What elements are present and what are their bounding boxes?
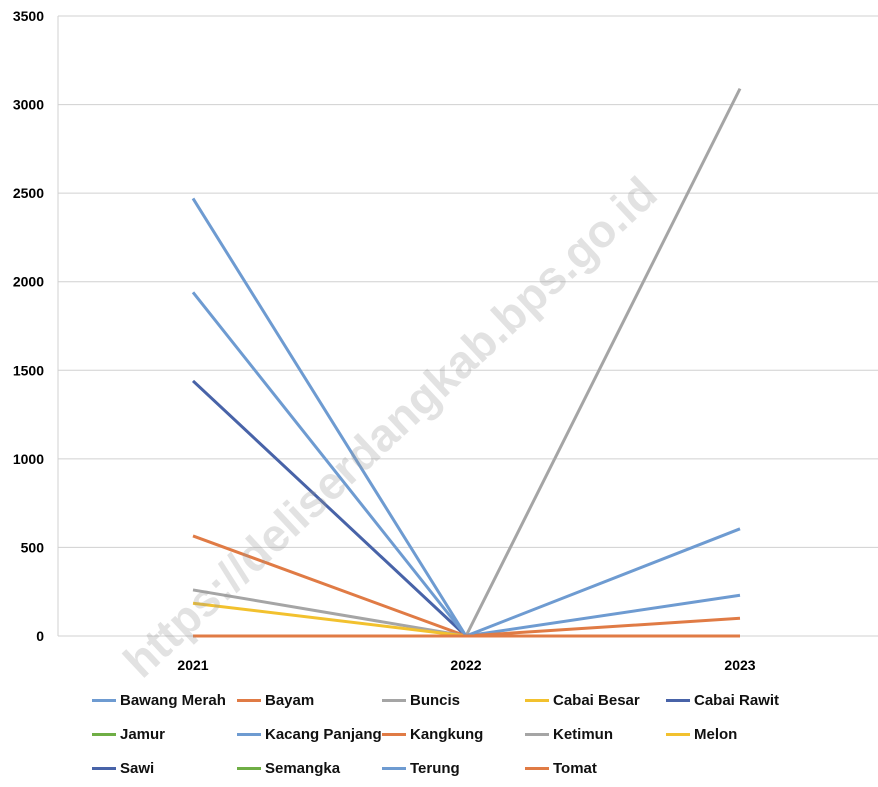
legend-item: Cabai Besar bbox=[525, 688, 666, 712]
legend-item: Melon bbox=[666, 722, 816, 746]
series-line-cabai-rawit bbox=[191, 379, 740, 638]
series-line-kacang-panjang bbox=[191, 291, 741, 638]
y-axis-ticks: 0 500 1000 1500 2000 2500 3000 3500 bbox=[13, 8, 44, 644]
y-tick-label: 500 bbox=[21, 539, 45, 555]
legend-label: Melon bbox=[694, 725, 738, 743]
legend-swatch bbox=[666, 698, 690, 702]
legend-label: Sawi bbox=[120, 759, 155, 777]
legend-swatch bbox=[92, 698, 116, 702]
legend-label: Kacang Panjang bbox=[265, 725, 382, 743]
legend-swatch bbox=[237, 766, 261, 770]
legend-swatch bbox=[237, 698, 261, 702]
y-tick-label: 2500 bbox=[13, 185, 44, 201]
y-tick-label: 0 bbox=[36, 628, 44, 644]
legend-item: Jamur bbox=[92, 722, 237, 746]
legend-label: Bayam bbox=[265, 691, 315, 709]
legend-label: Terung bbox=[410, 759, 460, 777]
legend-swatch bbox=[525, 766, 549, 770]
y-tick-label: 3500 bbox=[13, 8, 44, 24]
legend-item: Ketimun bbox=[525, 722, 666, 746]
series-line-terung bbox=[191, 197, 741, 638]
y-tick-label: 3000 bbox=[13, 97, 44, 113]
legend-label: Kangkung bbox=[410, 725, 484, 743]
legend-item: Bawang Merah bbox=[92, 688, 237, 712]
series-line-ketimun bbox=[192, 87, 742, 638]
legend-item: Sawi bbox=[92, 756, 237, 780]
legend-label: Tomat bbox=[553, 759, 597, 777]
legend-item: Kangkung bbox=[382, 722, 525, 746]
legend-item: Terung bbox=[382, 756, 525, 780]
legend-swatch bbox=[525, 732, 549, 736]
gridlines bbox=[57, 15, 878, 637]
series-line-kangkung bbox=[192, 534, 741, 638]
x-axis-ticks: 2021 2022 2023 bbox=[177, 657, 755, 673]
legend-label: Buncis bbox=[410, 691, 461, 709]
legend-label: Bawang Merah bbox=[120, 691, 226, 709]
legend-item: Buncis bbox=[382, 688, 525, 712]
legend-label: Ketimun bbox=[553, 725, 613, 743]
legend-swatch bbox=[382, 698, 406, 702]
x-tick-label: 2022 bbox=[450, 657, 481, 673]
legend-swatch bbox=[382, 766, 406, 770]
x-tick-label: 2023 bbox=[724, 657, 755, 673]
legend-label: Semangka bbox=[265, 759, 341, 777]
legend-label: Cabai Rawit bbox=[694, 691, 780, 709]
legend-swatch bbox=[92, 732, 116, 736]
legend-swatch bbox=[237, 732, 261, 736]
x-tick-label: 2021 bbox=[177, 657, 208, 673]
series-lines bbox=[191, 87, 742, 638]
legend-swatch bbox=[525, 698, 549, 702]
y-tick-label: 1500 bbox=[13, 362, 44, 378]
y-tick-label: 2000 bbox=[13, 274, 44, 290]
legend-swatch bbox=[92, 766, 116, 770]
y-tick-label: 1000 bbox=[13, 451, 44, 467]
legend-item: Kacang Panjang bbox=[237, 722, 382, 746]
legend-swatch bbox=[382, 732, 406, 736]
legend-item: Semangka bbox=[237, 756, 382, 780]
legend: Bawang Merah Bayam Buncis Cabai Besar Cabai … bbox=[92, 688, 872, 780]
legend-swatch bbox=[666, 732, 690, 736]
legend-item: Bayam bbox=[237, 688, 382, 712]
legend-item: Tomat bbox=[525, 756, 666, 780]
legend-label: Cabai Besar bbox=[553, 691, 640, 709]
legend-item: Cabai Rawit bbox=[666, 688, 816, 712]
legend-label: Jamur bbox=[120, 725, 166, 743]
